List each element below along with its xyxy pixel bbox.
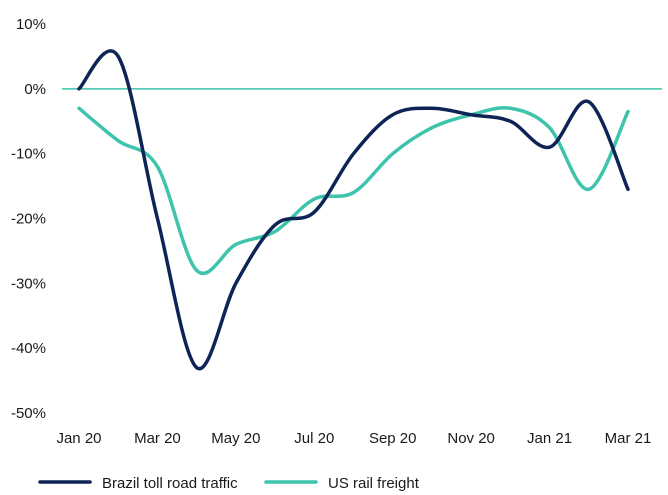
y-tick-label: -40% [11, 340, 46, 357]
legend-label: Brazil toll road traffic [102, 475, 238, 492]
y-tick-label: -10% [11, 146, 46, 163]
x-tick-label: Jan 21 [527, 430, 572, 447]
series-lines [77, 49, 630, 371]
legend-label: US rail freight [328, 475, 420, 492]
x-axis-tick-labels: Jan 20 Mar 20 May 20 Jul 20 Sep 20 Nov 20 Jan … [56, 430, 651, 447]
series-line-brazil-toll-road-traffic [77, 49, 630, 371]
x-tick-label: Nov 20 [447, 430, 495, 447]
x-tick-label: Jan 20 [56, 430, 101, 447]
y-axis-tick-labels: 10% 0% -10% -20% -30% -40% -50% [11, 16, 46, 422]
y-tick-label: 0% [24, 81, 46, 98]
y-tick-label: -50% [11, 405, 46, 422]
y-tick-label: 10% [16, 16, 46, 33]
series-line-us-rail-freight [77, 106, 630, 275]
x-tick-label: Sep 20 [369, 430, 417, 447]
legend: Brazil toll road traffic US rail freight [38, 475, 420, 492]
x-tick-label: Mar 21 [605, 430, 652, 447]
y-tick-label: -30% [11, 275, 46, 292]
x-tick-label: May 20 [211, 430, 260, 447]
y-tick-label: -20% [11, 211, 46, 228]
x-tick-label: Jul 20 [294, 430, 334, 447]
x-tick-label: Mar 20 [134, 430, 181, 447]
